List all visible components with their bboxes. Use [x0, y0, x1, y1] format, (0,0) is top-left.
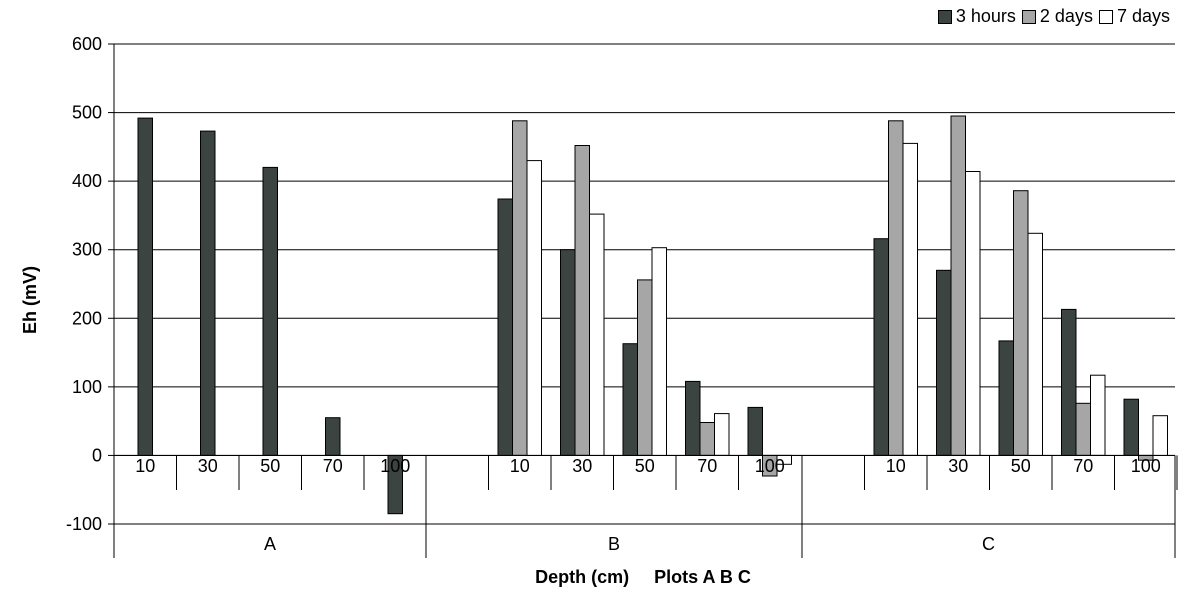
bar-3-hours-B-10	[497, 198, 513, 456]
bar-7-days-C-10	[902, 142, 918, 456]
bar-3-hours-B-50	[622, 343, 638, 457]
legend-label: 3 hours	[955, 6, 1016, 26]
legend-label: 2 days	[1039, 6, 1093, 26]
x-group-label: A	[264, 534, 276, 554]
bar-3-hours-A-10	[137, 117, 153, 456]
bar-7-days-C-70	[1090, 374, 1106, 456]
x-category-label: 10	[886, 456, 906, 476]
legend-item: 2 days	[1021, 6, 1093, 27]
bar-7-days-C-30	[965, 171, 981, 456]
bar-3-hours-B-100	[747, 406, 763, 456]
bar-3-hours-A-70	[325, 417, 341, 456]
axes	[113, 44, 1178, 558]
x-category-label: 70	[323, 456, 343, 476]
x-category-label: 100	[380, 456, 410, 476]
x-category-label: 50	[260, 456, 280, 476]
x-category-label: 100	[755, 456, 785, 476]
x-category-label: 30	[948, 456, 968, 476]
y-tick-label: 400	[72, 171, 102, 191]
bar-7-days-B-70	[714, 413, 730, 456]
bars	[137, 115, 1168, 515]
bar-7-days-C-100	[1152, 415, 1168, 457]
y-tick-label: 200	[72, 308, 102, 328]
x-axis-labels: 10 30 50 70 100 A 10 30 50 70 100 B 10 30 50 70 100 C	[135, 456, 1161, 554]
bar-2-days-B-50	[637, 279, 653, 456]
bar-3-hours-C-70	[1061, 308, 1077, 456]
bar-2-days-C-50	[1013, 190, 1029, 456]
x-category-label: 30	[198, 456, 218, 476]
legend: 3 hours 2 days 7 days	[932, 6, 1170, 27]
bar-2-days-B-30	[574, 145, 590, 456]
legend-swatch	[1021, 9, 1036, 24]
x-category-label: 10	[135, 456, 155, 476]
bar-7-days-C-50	[1027, 232, 1043, 456]
x-category-label: 70	[1073, 456, 1093, 476]
bar-2-days-C-30	[950, 115, 966, 456]
bar-3-hours-A-50	[262, 166, 278, 456]
x-category-label: 70	[697, 456, 717, 476]
x-group-label: B	[608, 534, 620, 554]
bar-2-days-B-10	[512, 120, 528, 456]
y-tick-label: 100	[72, 377, 102, 397]
legend-swatch	[1098, 9, 1113, 24]
y-tick-label: 600	[72, 34, 102, 54]
y-tick-label: 300	[72, 240, 102, 260]
x-category-label: 100	[1131, 456, 1161, 476]
y-tick-label: 0	[92, 445, 102, 465]
legend-item: 7 days	[1098, 6, 1170, 27]
y-tick-label: 500	[72, 103, 102, 123]
bar-3-hours-C-30	[936, 269, 952, 456]
y-axis-label: Eh (mV)	[20, 266, 40, 334]
bar-3-hours-C-50	[998, 340, 1014, 456]
x-category-label: 10	[510, 456, 530, 476]
bar-7-days-B-10	[526, 160, 542, 456]
bar-7-days-B-30	[589, 213, 605, 456]
x-axis-label: Depth (cm) Plots A B C	[535, 567, 751, 587]
x-group-label: C	[982, 534, 995, 554]
bar-3-hours-C-10	[873, 238, 889, 456]
bar-3-hours-B-70	[685, 380, 701, 456]
x-category-label: 50	[1011, 456, 1031, 476]
x-category-label: 30	[572, 456, 592, 476]
legend-swatch	[937, 9, 952, 24]
bar-3-hours-A-30	[200, 130, 216, 456]
bar-3-hours-B-30	[560, 249, 576, 456]
bar-2-days-C-10	[888, 120, 904, 456]
legend-label: 7 days	[1116, 6, 1170, 26]
x-category-label: 50	[635, 456, 655, 476]
bar-7-days-B-50	[651, 247, 667, 456]
legend-item: 3 hours	[937, 6, 1016, 27]
bar-2-days-C-70	[1075, 402, 1091, 456]
bar-2-days-B-70	[699, 422, 715, 456]
y-tick-label: -100	[66, 514, 102, 534]
y-axis-ticks: -100 0 100 200 300 400 500 600	[66, 34, 114, 534]
bar-3-hours-C-100	[1123, 398, 1139, 456]
